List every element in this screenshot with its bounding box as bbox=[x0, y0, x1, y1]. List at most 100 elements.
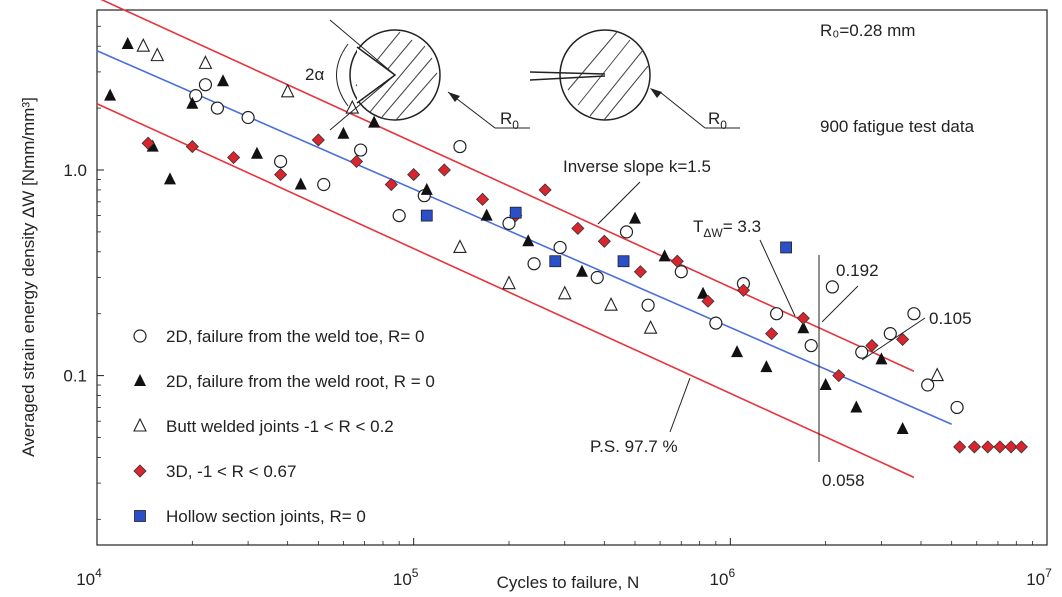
r0-label-left: R0 bbox=[500, 109, 519, 132]
band-line-lower bbox=[96, 103, 915, 479]
data-point-circle bbox=[825, 280, 839, 294]
band-line-mean bbox=[96, 50, 952, 425]
angle-arc bbox=[336, 43, 349, 107]
data-point-diamond bbox=[571, 221, 585, 235]
data-point-triangle bbox=[575, 264, 588, 277]
band-lines bbox=[96, 0, 952, 479]
data-point-triangle bbox=[797, 321, 810, 334]
data-point-diamond bbox=[981, 440, 995, 454]
value-0105-leader bbox=[861, 317, 926, 361]
slope-annotation: Inverse slope k=1.5 bbox=[563, 157, 711, 176]
data-point-triangle bbox=[294, 177, 307, 190]
data-point-diamond bbox=[407, 168, 421, 182]
data-point-triangle-open bbox=[453, 239, 467, 254]
data-point-circle bbox=[502, 216, 516, 230]
data-point-triangle bbox=[731, 345, 744, 358]
data-point-circle bbox=[641, 298, 655, 312]
data-point-diamond bbox=[1004, 440, 1018, 454]
value-0192-leader bbox=[821, 285, 859, 323]
notch-schematic: 2α R0 R0 bbox=[305, 19, 740, 132]
scatter-index-annotation: TΔW= 3.3 bbox=[693, 217, 761, 240]
legend-label: 3D, -1 < R < 0.67 bbox=[166, 462, 296, 481]
data-point-triangle-open bbox=[643, 319, 658, 334]
data-point-triangle-open bbox=[198, 55, 213, 69]
data-point-diamond bbox=[227, 150, 241, 165]
data-point-triangle bbox=[819, 378, 832, 391]
crack-line-bottom bbox=[529, 75, 606, 81]
slope-leader bbox=[597, 181, 641, 225]
data-point-circle bbox=[804, 338, 818, 353]
two-alpha-label: 2α bbox=[305, 65, 324, 84]
legend-label: Hollow section joints, R= 0 bbox=[166, 507, 366, 526]
data-point-diamond bbox=[765, 327, 779, 341]
data-point-triangle bbox=[480, 208, 493, 221]
data-point-diamond bbox=[896, 332, 910, 346]
data-point-triangle bbox=[368, 115, 381, 128]
data-point-diamond bbox=[475, 192, 490, 206]
data-point-triangle-open bbox=[136, 37, 151, 52]
value-0105: 0.105 bbox=[929, 309, 972, 328]
data-point-circle bbox=[453, 139, 467, 154]
data-point-diamond bbox=[349, 154, 364, 169]
data-point-circle bbox=[855, 345, 869, 359]
data-point-diamond bbox=[1014, 440, 1028, 454]
data-point-circle bbox=[273, 154, 288, 169]
data-point-circle bbox=[590, 270, 604, 285]
data-point-triangle-open bbox=[502, 275, 516, 290]
y-axis-label: Averaged strain energy density ΔW [Nmm/m… bbox=[19, 97, 38, 457]
legend-label: Butt welded joints -1 < R < 0.2 bbox=[166, 417, 394, 436]
data-point-triangle bbox=[760, 360, 773, 373]
data-point-triangle bbox=[697, 286, 710, 299]
data-point-triangle bbox=[163, 172, 176, 185]
data-point-triangle bbox=[658, 249, 671, 262]
data-point-circle bbox=[674, 265, 688, 279]
value-0192: 0.192 bbox=[836, 261, 879, 280]
data-point-circle bbox=[392, 209, 406, 223]
survival-leader bbox=[669, 377, 691, 433]
x-tick-label: 105 bbox=[393, 566, 419, 589]
data-point-circle bbox=[553, 240, 567, 255]
data-point-triangle bbox=[121, 37, 134, 50]
crack-line-top bbox=[529, 71, 606, 75]
data-point-diamond bbox=[701, 294, 715, 308]
notch-leader-left2 bbox=[329, 74, 396, 131]
data-point-triangle-open bbox=[345, 99, 360, 114]
data-point-triangle-open bbox=[604, 296, 618, 311]
data-point-diamond bbox=[538, 183, 552, 197]
legend-marker-triangle bbox=[134, 374, 146, 386]
data-point-diamond bbox=[437, 163, 451, 177]
data-point-diamond bbox=[597, 234, 611, 248]
data-point-diamond bbox=[736, 283, 751, 297]
legend-label: 2D, failure from the weld toe, R= 0 bbox=[166, 327, 424, 346]
notch-leader-left bbox=[329, 19, 396, 76]
y-tick-label: 1.0 bbox=[63, 161, 87, 180]
x-tick-label: 107 bbox=[1026, 566, 1052, 589]
survival-probability-annotation: P.S. 97.7 % bbox=[590, 437, 678, 456]
data-point-triangle bbox=[104, 88, 117, 101]
data-point-diamond bbox=[141, 136, 155, 150]
data-point-diamond bbox=[967, 440, 982, 454]
data-point-circle bbox=[198, 78, 213, 92]
data-point-triangle-open bbox=[150, 47, 165, 62]
data-point-circle bbox=[619, 225, 634, 239]
data-point-triangle-open bbox=[557, 285, 572, 300]
r0-arrowhead-right bbox=[650, 88, 662, 98]
data-point-circle bbox=[241, 110, 255, 125]
r0-annotation: R₀=0.28 mm bbox=[820, 21, 915, 40]
data-point-triangle bbox=[186, 96, 199, 109]
legend: 2D, failure from the weld toe, R= 0 2D, f… bbox=[133, 327, 435, 526]
legend-marker-triangle-open bbox=[133, 417, 147, 432]
data-point-diamond bbox=[865, 338, 879, 353]
data-point-triangle bbox=[337, 126, 350, 139]
data-point-square bbox=[617, 255, 630, 268]
legend-label: 2D, failure from the weld root, R = 0 bbox=[166, 372, 435, 391]
x-axis-label: Cycles to failure, N bbox=[497, 573, 640, 592]
fatigue-data-annotation: 900 fatigue test data bbox=[820, 117, 975, 136]
data-point-circle bbox=[921, 378, 935, 392]
data-point-circle bbox=[210, 101, 225, 115]
data-point-diamond bbox=[274, 168, 288, 182]
data-point-square bbox=[509, 206, 522, 219]
data-point-diamond bbox=[953, 440, 967, 454]
data-points bbox=[104, 37, 1028, 454]
